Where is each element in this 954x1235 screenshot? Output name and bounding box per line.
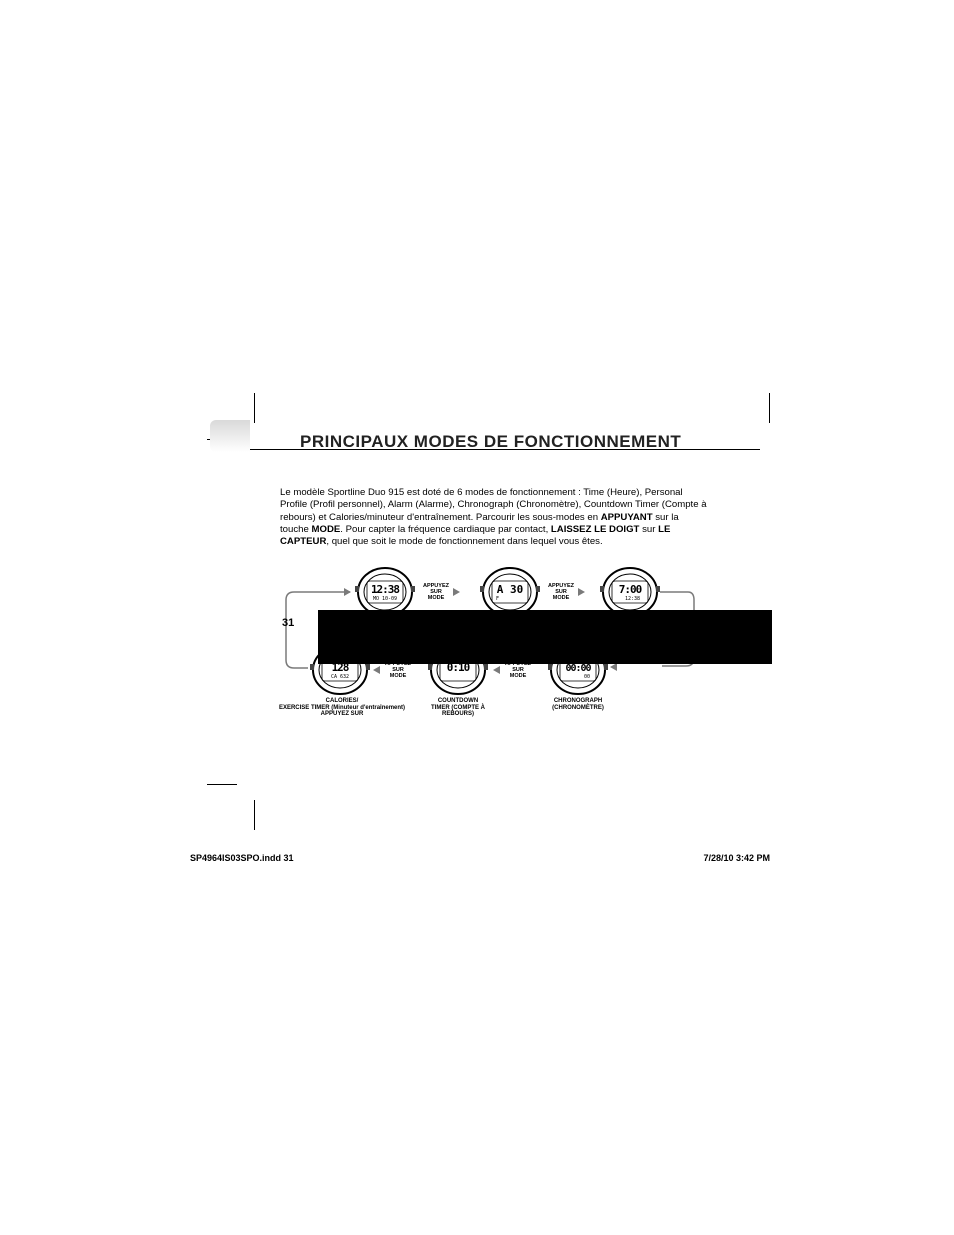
bold: APPUYANT (601, 512, 653, 523)
footer-black-bar (318, 610, 772, 664)
arrow-icon (578, 588, 585, 596)
svg-text:F: F (496, 596, 499, 602)
svg-text:A 30: A 30 (497, 583, 524, 596)
text: sur (639, 524, 658, 535)
label-chrono: CHRONOGRAPH (CHRONOMÈTRE) (542, 698, 614, 711)
svg-text:CA 632: CA 632 (331, 674, 349, 680)
mode-diagram: 12:38MO 10-09 TIME (HEURE) A 30F PROFIL … (280, 566, 710, 766)
svg-text:12:38: 12:38 (371, 583, 399, 596)
bold: LAISSEZ LE DOIGT (551, 524, 639, 535)
header: PRINCIPAUX MODES DE FONCTIONNEMENT (190, 392, 780, 462)
svg-text:12:38: 12:38 (625, 596, 640, 602)
print-footer: SP4964IS03SPO.indd 31 7/28/10 3:42 PM (190, 853, 770, 863)
footer-file: SP4964IS03SPO.indd 31 (190, 853, 294, 863)
page-content: PRINCIPAUX MODES DE FONCTIONNEMENT Le mo… (190, 392, 780, 766)
label-calories: CALORIES/ EXERCISE TIMER (Minuteur d'ent… (262, 698, 422, 717)
page-title: PRINCIPAUX MODES DE FONCTIONNEMENT (300, 432, 681, 452)
intro-paragraph: Le modèle Sportline Duo 915 est doté de … (280, 487, 710, 548)
header-tab-gradient (210, 420, 250, 452)
arrow-icon (610, 663, 617, 671)
arrow-icon (344, 588, 351, 596)
arrow-icon (453, 588, 460, 596)
svg-text:7:00: 7:00 (619, 583, 642, 596)
text: . Pour capter la fréquence cardiaque par… (340, 524, 551, 535)
text: , quel que soit le mode de fonctionnemen… (326, 536, 602, 547)
svg-text:MO 10-09: MO 10-09 (373, 596, 397, 602)
footer-date: 7/28/10 3:42 PM (703, 853, 770, 863)
press-label-1: APPUYEZ SUR MODE (420, 584, 452, 601)
arrow-icon (493, 666, 500, 674)
svg-text:00: 00 (584, 674, 590, 680)
label-countdown: COUNTDOWN TIMER (COMPTE À REBOURS) (420, 698, 496, 717)
bold: MODE (311, 524, 340, 535)
press-label-2: APPUYEZ SUR MODE (545, 584, 577, 601)
press-label-3: APPUYEZ SUR MODE (502, 662, 534, 679)
press-label-4: APPUYEZ SUR MODE (382, 662, 414, 679)
svg-text:00:00: 00:00 (565, 663, 591, 674)
arrow-icon (373, 666, 380, 674)
page-number: 31 (282, 617, 294, 629)
